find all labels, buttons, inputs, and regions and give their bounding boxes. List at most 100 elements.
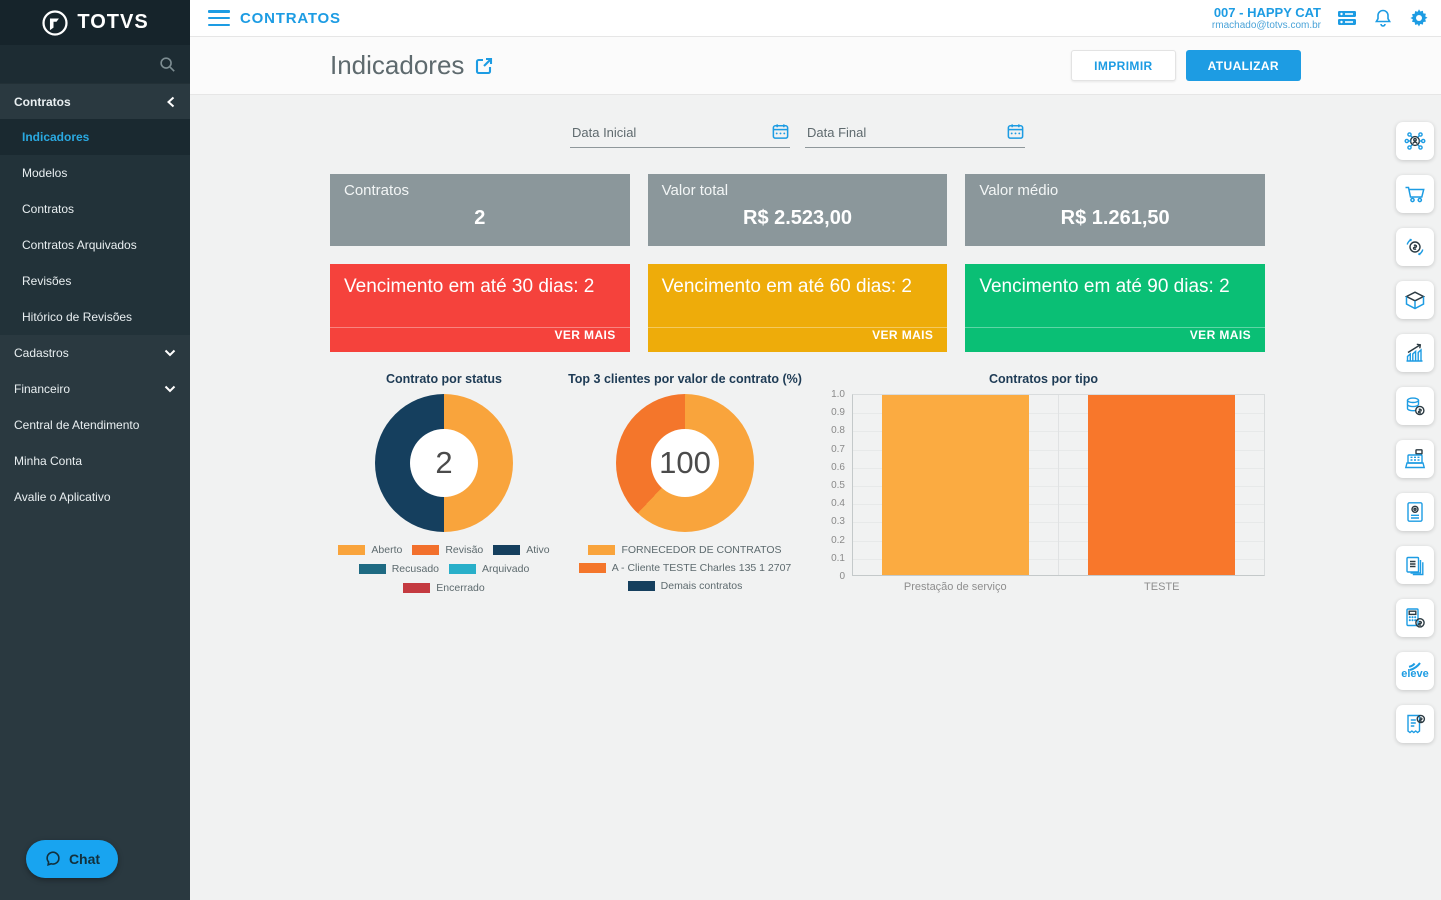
sidebar-section-contratos[interactable]: Contratos [0,83,190,119]
hamburger-menu-icon[interactable] [208,10,230,26]
app-title: CONTRATOS [240,9,341,27]
legend-item: Demais contratos [627,580,742,592]
rail-shopping-cart-icon[interactable] [1396,175,1434,213]
stat-label: Valor total [661,182,729,199]
chart-top3-clientes: Top 3 clientes por valor de contrato (%)… [560,372,810,592]
user-name: 007 - HAPPY CAT [1213,5,1321,20]
user-menu[interactable]: 007 - HAPPY CAT rmachado@totvs.com.br [1212,5,1321,31]
rail-eleve-logo[interactable]: eleve [1396,652,1434,690]
totvs-logo: TOTVS [0,0,190,45]
start-date-field [570,119,790,148]
rail-package-box-icon[interactable] [1396,281,1434,319]
donut-center-value: 100 [651,429,719,497]
alert-card-30-dias: Vencimento em até 30 dias: 2 VER MAIS [330,264,630,352]
chart-legend: Aberto Revisão Ativo Recusado Arquivado Encer… [330,544,558,594]
network-person-icon [1404,132,1426,150]
legend-item: Arquivado [449,563,529,575]
share-icon[interactable] [474,56,494,76]
page-title: Indicadores [330,50,494,81]
stat-value: 2 [474,207,486,229]
sidebar-search[interactable] [0,45,190,83]
chart-contrato-por-status: Contrato por status 2 Aberto Revisão Ativo… [330,372,558,594]
alert-cards: Vencimento em até 30 dias: 2 VER MAIS Ve… [330,264,1265,352]
ver-mais-link[interactable]: VER MAIS [1189,328,1251,342]
print-button[interactable]: IMPRIMIR [1071,50,1176,81]
refresh-button[interactable]: ATUALIZAR [1185,50,1301,81]
legend-item: Encerrado [403,582,485,594]
sidebar-item-hitórico-de-revisões[interactable]: Hitórico de Revisões [22,310,133,324]
stat-value: R$ 1.261,50 [1060,207,1170,229]
y-tick-label: 0.5 [831,480,845,491]
eleve-logo-text: eleve [1401,668,1429,680]
chat-button[interactable]: Chat [26,840,118,878]
coins-icon [1406,397,1425,416]
bar-chart-plot [852,394,1265,576]
apps-icon[interactable] [1337,8,1357,28]
legend-swatch [449,564,476,574]
y-tick-label: 0.7 [831,443,845,455]
sidebar-item-avalie-o-aplicativo[interactable]: Avalie o Aplicativo [0,479,190,515]
sidebar-item-modelos[interactable]: Modelos [22,166,68,180]
right-icon-rail: eleve [1396,122,1434,743]
legend-swatch [627,581,655,591]
sidebar-item-contratos-arquivados[interactable]: Contratos Arquivados [22,238,137,252]
legend-item: FORNECEDOR DE CONTRATOS [588,544,782,556]
sidebar-item-indicadores[interactable]: Indicadores [0,119,190,155]
sidebar-item-contratos[interactable]: Contratos [22,202,75,216]
sidebar-item-label: Avalie o Aplicativo [14,490,111,504]
y-tick-label: 0.4 [831,498,845,510]
main-content: Contratos 2 Valor total R$ 2.523,00 Valo… [190,95,1441,900]
bar-category-cell [1058,395,1264,575]
rail-money-network-icon[interactable] [1396,228,1434,266]
sidebar-item-financeiro[interactable]: Financeiro [0,371,190,407]
stat-card-valor-medio: Valor médio R$ 1.261,50 [965,174,1265,246]
sidebar-item-label: Minha Conta [14,454,83,468]
rail-invoice-money-icon[interactable] [1396,705,1434,743]
sidebar-item-minha-conta[interactable]: Minha Conta [0,443,190,479]
rail-network-person-icon[interactable] [1396,122,1434,160]
chevron-left-icon [167,96,175,107]
rail-calculator-money-icon[interactable] [1396,599,1434,637]
legend-item: A - Cliente TESTE Charles 135 1 2707 [578,562,792,574]
rail-documents-stack-icon[interactable] [1396,546,1434,584]
bar-category-cell [853,395,1058,575]
alert-card-60-dias: Vencimento em até 60 dias: 2 VER MAIS [647,264,948,352]
rail-growth-chart-icon[interactable] [1396,334,1434,372]
end-date-input[interactable] [805,119,1025,148]
legend-swatch [358,564,386,574]
rail-document-badge-icon[interactable] [1396,493,1434,531]
sidebar-item-revisões[interactable]: Revisões [22,274,72,288]
chart-title: Contrato por status [386,372,502,386]
sidebar-submenu: Indicadores Modelos Contratos Contratos Arq… [0,119,190,335]
legend-label: FORNECEDOR DE CONTRATOS [621,544,782,556]
legend-swatch [403,583,431,593]
y-tick-label: 0.2 [831,534,845,546]
bell-icon[interactable] [1373,8,1393,28]
legend-swatch [412,545,440,555]
legend-label: Ativo [526,544,550,556]
eleve-swoosh-icon [1408,662,1421,671]
page-header: Indicadores IMPRIMIR ATUALIZAR [190,37,1441,95]
rail-coins-icon[interactable] [1396,387,1434,425]
end-date-field [805,119,1025,148]
calendar-icon[interactable] [771,122,790,141]
y-tick-label: 0.1 [831,552,845,564]
gear-icon[interactable] [1409,8,1429,28]
ver-mais-link[interactable]: VER MAIS [872,328,934,342]
money-network-icon [1406,238,1424,256]
sidebar-item-central-de-atendimento[interactable]: Central de Atendimento [0,407,190,443]
rail-cash-register-icon[interactable] [1396,440,1434,478]
sidebar-item-cadastros[interactable]: Cadastros [0,335,190,371]
chevron-down-icon [164,385,176,393]
alert-text: Vencimento em até 60 dias: 2 [647,264,948,328]
bar-2 [1087,395,1236,575]
start-date-input[interactable] [570,119,790,148]
legend-label: Recusado [391,563,439,575]
ver-mais-link[interactable]: VER MAIS [554,328,616,342]
legend-label: A - Cliente TESTE Charles 135 1 2707 [611,562,792,574]
y-tick-label: 0.9 [831,407,845,419]
chart-contratos-por-tipo: Contratos por tipo 1.0 0.9 0.8 0.7 0.6 0.5 0.4… [822,372,1265,593]
charts-row: Contrato por status 2 Aberto Revisão Ativo… [330,372,1265,594]
sidebar-item-label: Cadastros [14,346,69,360]
calendar-icon[interactable] [1006,122,1025,141]
